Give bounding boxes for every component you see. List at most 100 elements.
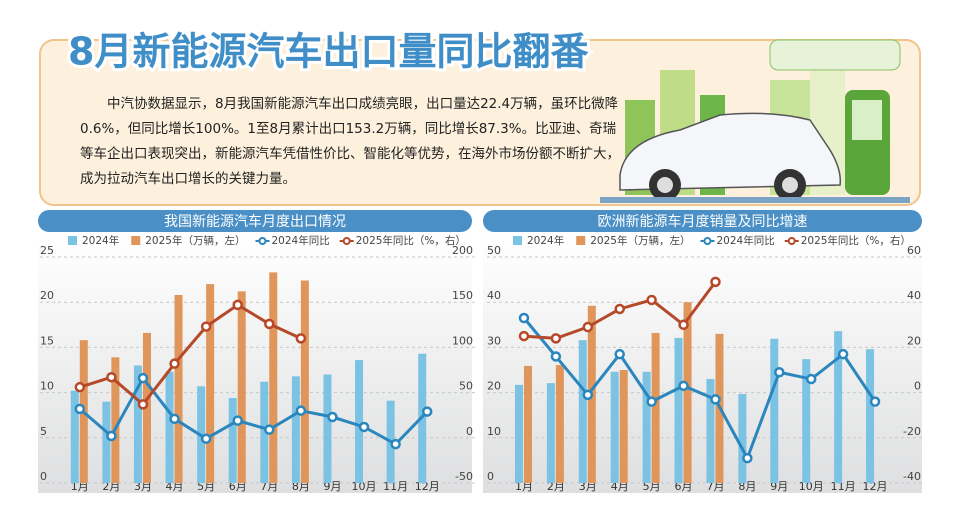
y-tick-label: 10 <box>487 425 501 438</box>
x-tick-label: 5月 <box>643 480 661 493</box>
bar <box>619 370 628 483</box>
bar <box>174 294 183 483</box>
bar <box>642 371 651 483</box>
line-point <box>869 396 881 407</box>
line-series <box>79 303 302 407</box>
bar <box>165 371 174 483</box>
x-tick-label: 6月 <box>675 480 693 493</box>
line-point <box>137 372 149 384</box>
x-tick-label: 1月 <box>515 480 533 493</box>
line-point <box>805 373 817 385</box>
line-point <box>646 294 657 306</box>
y2-tick-label: 60 <box>907 244 921 257</box>
panel-title-bar <box>38 210 472 232</box>
x-tick-label: 12月 <box>415 480 440 493</box>
bar <box>514 384 523 483</box>
bar <box>578 340 587 483</box>
legend-swatch <box>68 236 77 245</box>
line-point <box>106 371 117 383</box>
bar <box>706 379 715 483</box>
bar <box>206 284 215 483</box>
bar <box>142 332 151 483</box>
line-point <box>742 452 753 464</box>
y2-tick-label: 200 <box>452 244 473 257</box>
legend-label: 2025年同比（%，右） <box>801 234 911 247</box>
line-point <box>421 406 433 417</box>
bar <box>555 365 564 483</box>
x-tick-label: 3月 <box>579 480 597 493</box>
line-point <box>137 399 149 410</box>
bar <box>674 337 683 483</box>
line-point <box>74 381 86 393</box>
line-point <box>169 413 180 425</box>
line-point <box>169 358 180 369</box>
line-point <box>390 438 401 450</box>
bar <box>651 332 660 483</box>
line-point <box>358 421 370 433</box>
y2-tick-label: 50 <box>459 380 473 393</box>
y2-tick-label: 150 <box>452 289 473 302</box>
y-tick-label: 5 <box>40 425 47 438</box>
line-point <box>106 430 117 442</box>
line-point <box>295 333 307 344</box>
legend-label: 2024年 <box>82 234 119 247</box>
line-point <box>74 403 86 415</box>
y2-tick-label: 40 <box>907 289 921 302</box>
bar <box>523 365 532 483</box>
line-point <box>582 321 594 333</box>
x-tick-label: 4月 <box>166 480 184 493</box>
legend-label: 2024年 <box>527 234 564 247</box>
bar <box>111 357 120 483</box>
legend-label: 2025年（万辆，左） <box>590 234 690 247</box>
x-tick-label: 10月 <box>352 480 377 493</box>
line-point <box>646 396 657 407</box>
bar <box>269 272 278 483</box>
x-tick-label: 9月 <box>770 480 788 493</box>
bar <box>738 393 747 483</box>
y2-tick-label: -40 <box>903 470 921 483</box>
x-tick-label: 7月 <box>706 480 724 493</box>
bar <box>610 371 619 483</box>
x-tick-label: 10月 <box>799 480 824 493</box>
legend-swatch <box>513 236 522 245</box>
line-series <box>522 317 877 462</box>
line-point <box>550 333 562 344</box>
x-tick-label: 8月 <box>292 480 310 493</box>
y2-tick-label: -20 <box>903 425 921 438</box>
legend-swatch <box>576 236 586 245</box>
line-point <box>232 415 243 426</box>
line-point <box>200 321 212 332</box>
x-tick-label: 6月 <box>229 480 247 493</box>
line-point <box>518 312 530 324</box>
legend-label: 2024年同比 <box>271 234 329 247</box>
y-tick-label: 0 <box>487 470 494 483</box>
legend-label: 2025年（万辆，左） <box>145 234 245 247</box>
legend-dot <box>342 237 351 245</box>
bar <box>683 302 692 483</box>
bar <box>291 376 300 483</box>
legend-dot <box>258 237 267 245</box>
bar <box>70 390 79 483</box>
y-tick-label: 40 <box>487 289 501 302</box>
bar <box>133 365 142 483</box>
bar <box>102 401 111 483</box>
bar <box>323 374 332 483</box>
line-point <box>774 367 785 378</box>
line-point <box>295 405 307 416</box>
bar <box>834 331 843 483</box>
x-tick-label: 11月 <box>831 480 856 493</box>
x-tick-label: 3月 <box>134 480 152 493</box>
bar <box>237 291 246 483</box>
bar <box>866 349 875 483</box>
line-point <box>200 433 212 444</box>
x-tick-label: 9月 <box>323 480 341 493</box>
legend-label: 2024年同比 <box>716 234 774 247</box>
line-point <box>614 303 625 315</box>
headline: 8月新能源汽车出口量同比翻番 <box>68 30 588 74</box>
line-series <box>78 375 429 446</box>
bar <box>260 381 269 483</box>
y-tick-label: 50 <box>487 244 501 257</box>
x-tick-label: 2月 <box>547 480 565 493</box>
y-tick-label: 10 <box>40 380 54 393</box>
